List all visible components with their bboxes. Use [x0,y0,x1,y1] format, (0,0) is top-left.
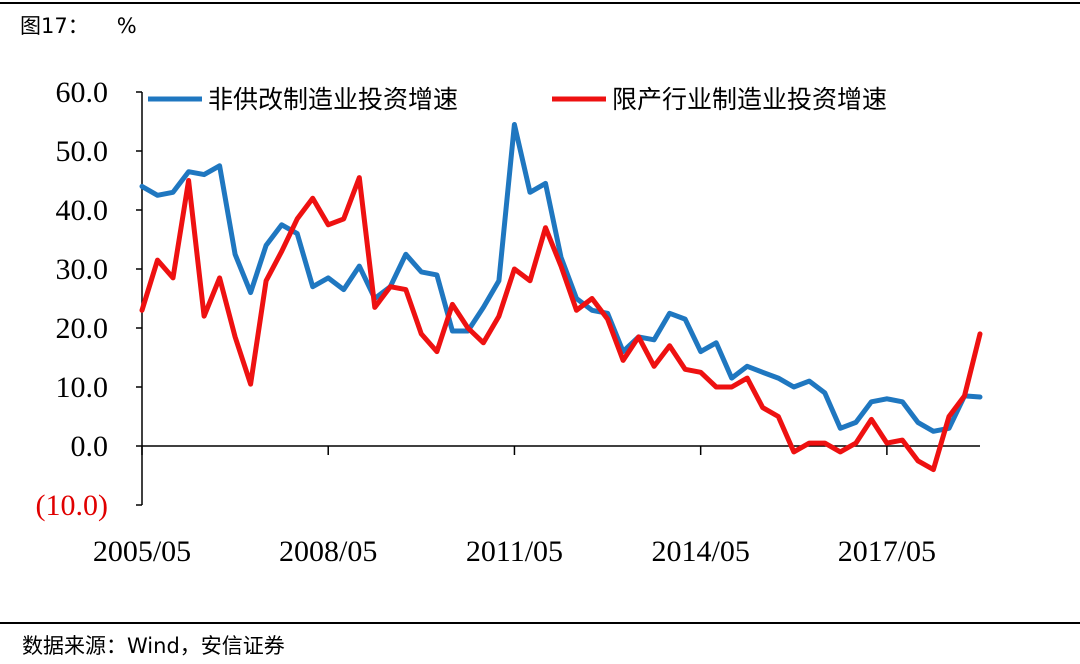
y-tick-label: 0.0 [71,430,109,463]
x-tick-label: 2014/05 [651,535,749,568]
y-tick-label: 30.0 [56,253,109,286]
figure-unit: % [116,14,137,38]
y-tick-label: 10.0 [56,371,109,404]
x-tick-label: 2017/05 [838,535,936,568]
series-line-1 [139,122,983,434]
line-chart: 60.0 50.0 40.0 30.0 20.0 10.0 0.0 (10.0) 2005/0… [36,76,983,568]
chart-axes [141,92,980,505]
bottom-rule [0,622,1080,624]
y-tick-label: 20.0 [56,312,109,345]
y-axis-ticks: 60.0 50.0 40.0 30.0 20.0 10.0 0.0 (10.0) [36,76,142,522]
top-rule [0,2,1080,4]
x-axis-ticks: 2005/05 2008/05 2011/05 2014/05 2017/05 [93,446,936,568]
legend-label-1: 非供改制造业投资增速 [208,85,458,114]
y-tick-label: (10.0) [36,489,108,522]
legend: 非供改制造业投资增速 限产行业制造业投资增速 [148,85,887,114]
x-tick-label: 2011/05 [466,535,563,568]
y-tick-label: 60.0 [56,76,109,109]
figure-title: 图17：% [20,10,137,40]
y-tick-label: 40.0 [56,194,109,227]
figure-label: 图17： [20,14,89,38]
series-lines [139,122,983,473]
legend-label-2: 限产行业制造业投资增速 [612,85,887,114]
x-tick-label: 2008/05 [279,535,377,568]
y-tick-label: 50.0 [56,135,109,168]
x-tick-label: 2005/05 [93,535,191,568]
source-note: 数据来源：Wind，安信证券 [22,634,285,658]
series-line-2 [139,175,983,473]
